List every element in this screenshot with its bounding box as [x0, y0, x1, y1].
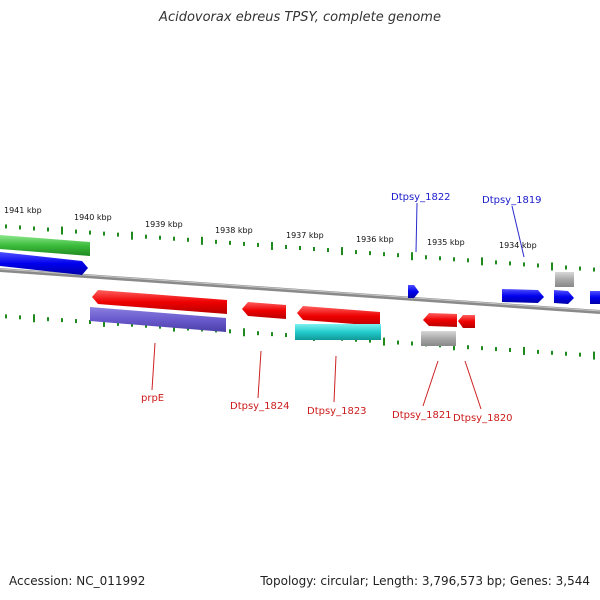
scale-label: 1937 kbp [286, 231, 324, 240]
scale-label: 1941 kbp [4, 206, 42, 215]
gene-label-dtpsy-1820[interactable]: Dtpsy_1820 [453, 413, 513, 424]
gene-dtpsy-1820[interactable] [458, 315, 475, 328]
gene-forward-arrow[interactable] [0, 252, 88, 275]
accession-text: Accession: NC_011992 [9, 574, 146, 588]
gene-dtpsy-1821[interactable] [423, 313, 457, 327]
gene-dtpsy-1824[interactable] [242, 302, 286, 319]
leader-line [511, 205, 525, 258]
gene-forward-arrow[interactable] [554, 290, 574, 304]
gene-label-dtpsy-1822[interactable]: Dtpsy_1822 [391, 192, 451, 203]
scale-label: 1934 kbp [499, 241, 537, 250]
leader-line [151, 342, 156, 391]
gene-purple-bar[interactable] [90, 307, 226, 332]
gene-grey-block[interactable] [555, 272, 574, 287]
topology-text: Topology: circular; Length: 3,796,573 bp… [260, 574, 590, 588]
gene-green-bar[interactable] [0, 235, 90, 256]
gene-cyan-bar[interactable] [295, 324, 381, 340]
map-title: Acidovorax ebreus TPSY, complete genome [159, 10, 441, 25]
scale-label: 1940 kbp [74, 213, 112, 222]
scale-label: 1936 kbp [356, 235, 394, 244]
scale-label: 1939 kbp [145, 220, 183, 229]
gene-label-dtpsy-1819[interactable]: Dtpsy_1819 [482, 195, 542, 206]
forward-tick-track [5, 224, 595, 272]
leader-line [464, 360, 482, 410]
gene-prpe[interactable] [92, 290, 227, 314]
gene-label-prpe[interactable]: prpE [141, 393, 164, 404]
leader-line [415, 202, 418, 253]
gene-dtpsy-1822[interactable] [408, 285, 419, 298]
gene-grey-block[interactable] [421, 331, 456, 346]
gene-forward-arrow[interactable] [590, 291, 600, 304]
genome-backbone [0, 268, 600, 314]
gene-label-dtpsy-1824[interactable]: Dtpsy_1824 [230, 401, 290, 412]
gene-dtpsy-1819[interactable] [502, 289, 544, 303]
genome-backbone-highlight [0, 268, 600, 312]
scale-label: 1938 kbp [215, 226, 253, 235]
leader-line [422, 360, 439, 407]
leader-line [257, 350, 262, 399]
leader-line [333, 355, 337, 403]
gene-dtpsy-1823[interactable] [297, 306, 380, 326]
gene-label-dtpsy-1823[interactable]: Dtpsy_1823 [307, 406, 367, 417]
gene-label-dtpsy-1821[interactable]: Dtpsy_1821 [392, 410, 452, 421]
scale-label: 1935 kbp [427, 238, 465, 247]
